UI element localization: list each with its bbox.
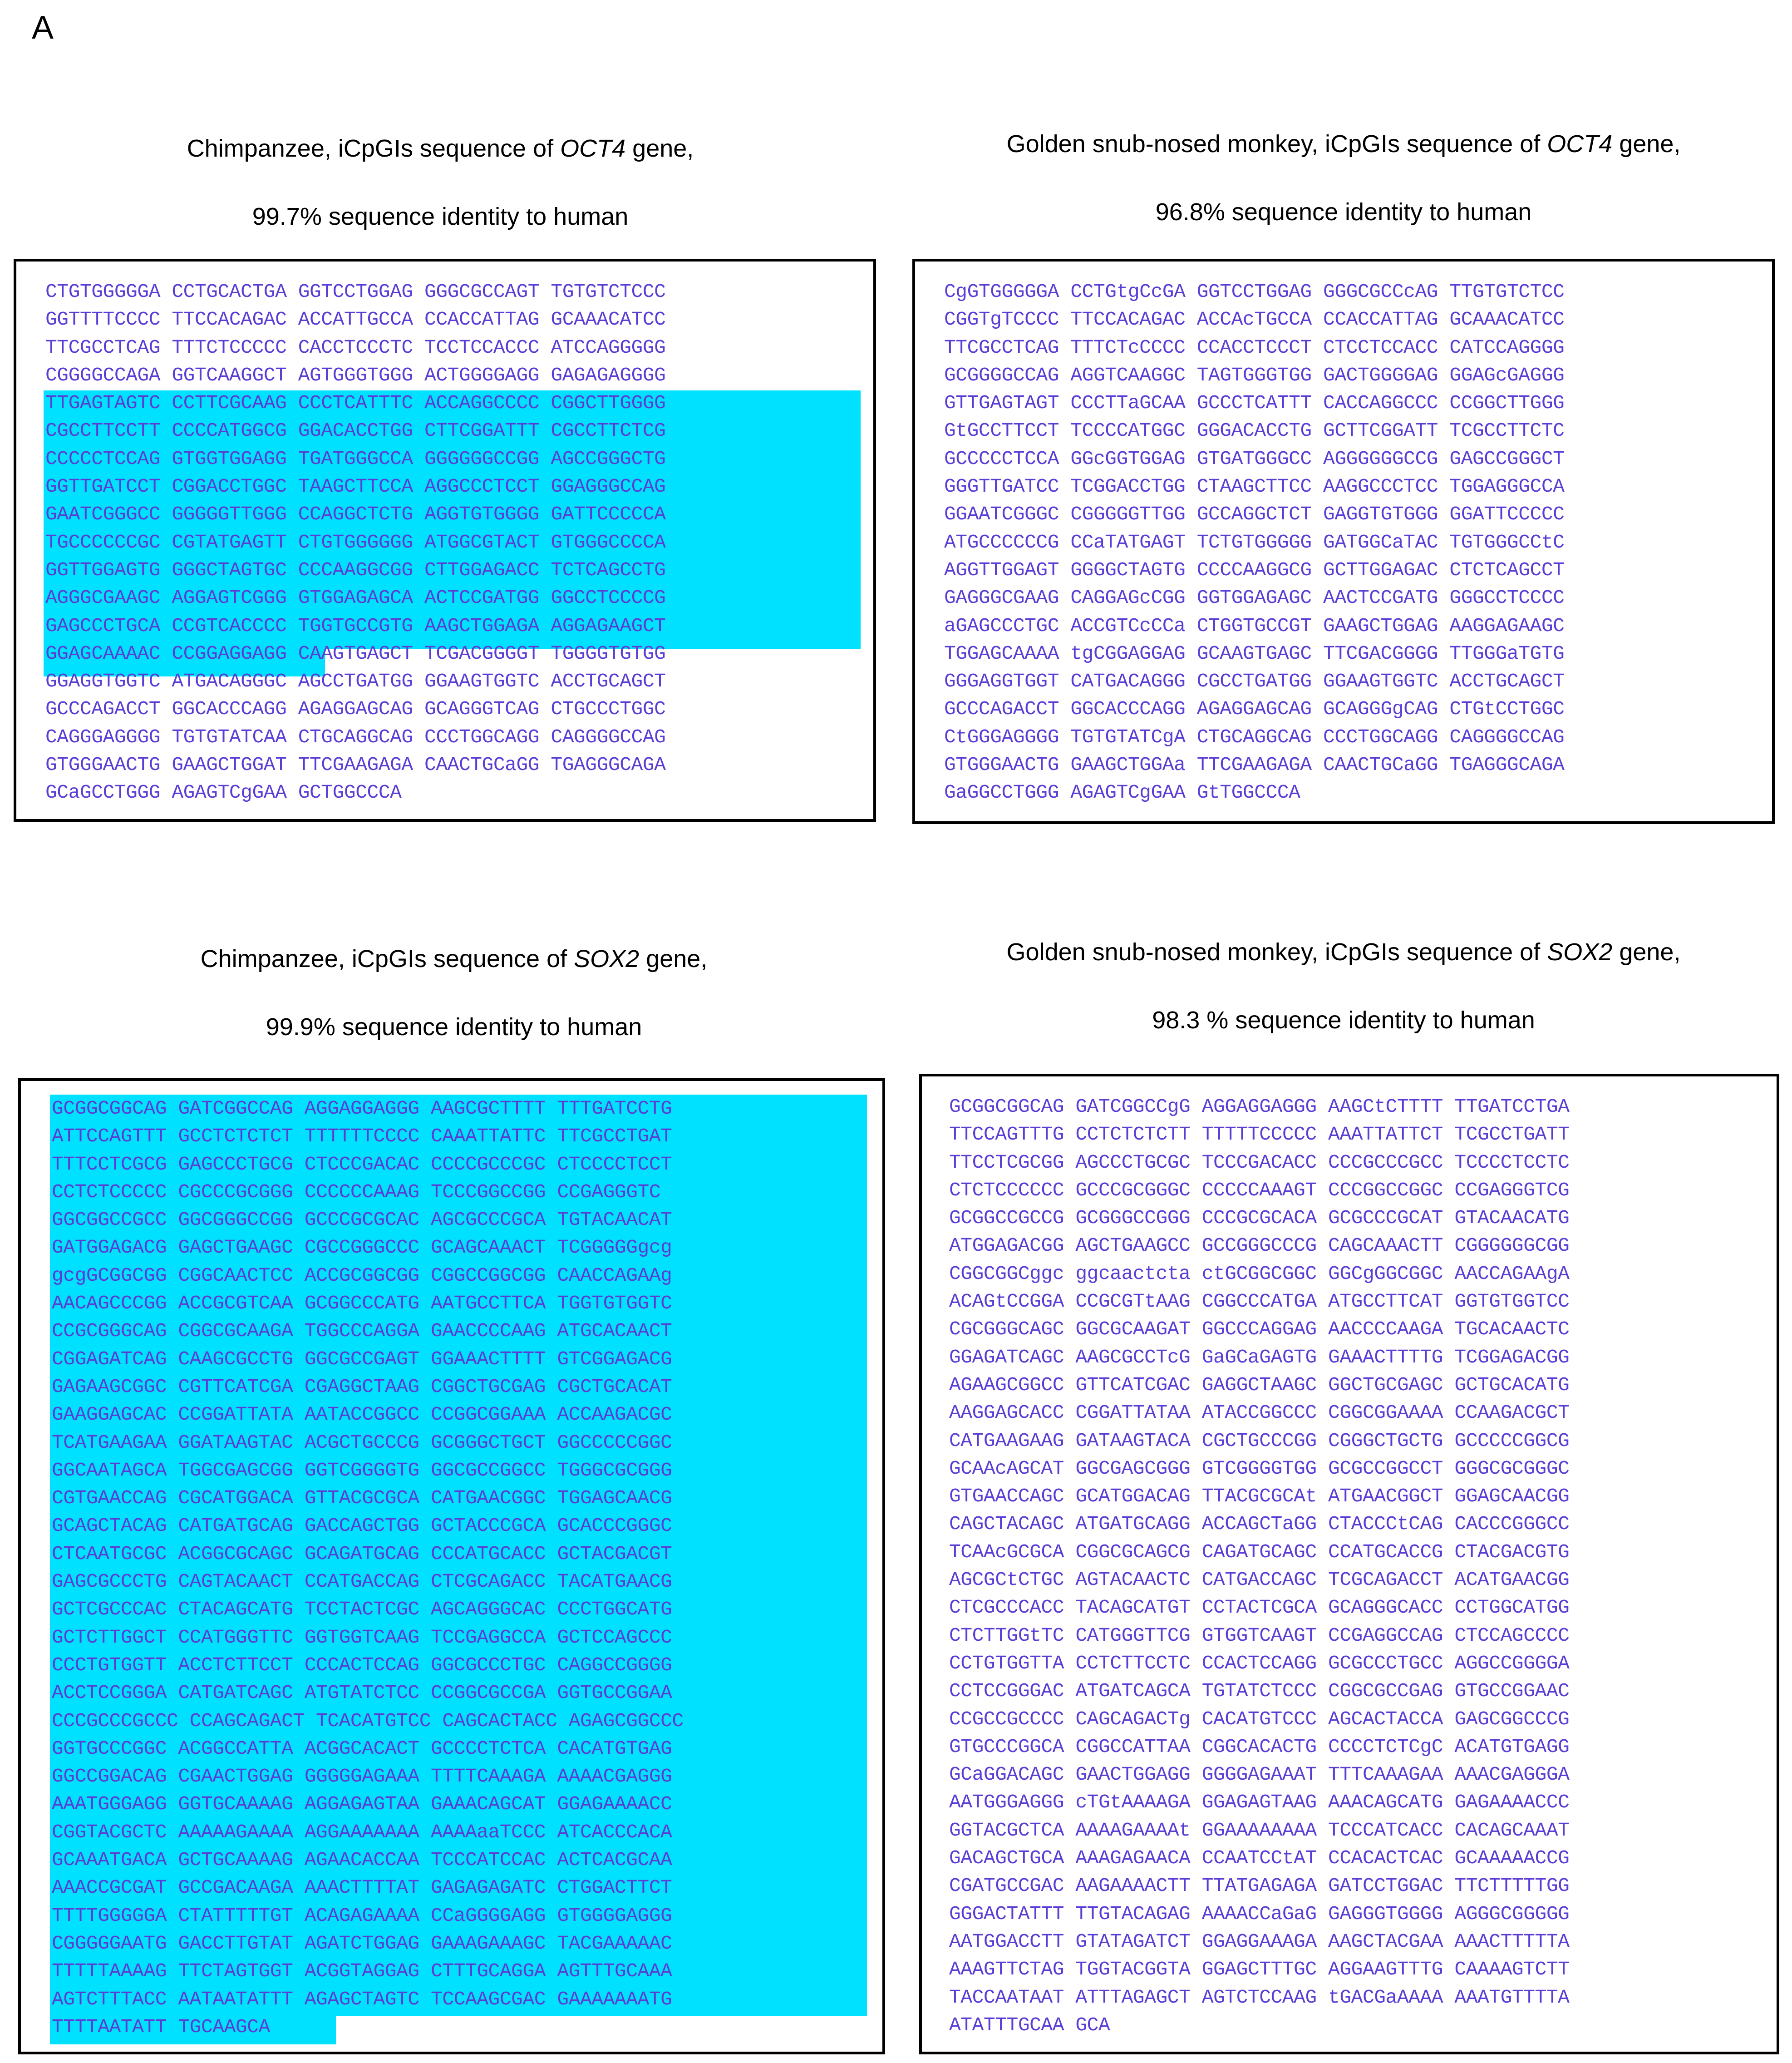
chimp-sox2-cpg-highlight: [50, 1095, 867, 2016]
chimp-oct4-identity: 99.7% sequence identity to human: [252, 203, 629, 230]
chimp-oct4-sequence-box: CTGTGGGGGA CCTGCACTGA GGTCCTGGAG GGGCGCC…: [14, 259, 876, 822]
gsm-oct4-identity: 96.8% sequence identity to human: [1155, 198, 1532, 226]
chimp-sox2-identity: 99.9% sequence identity to human: [266, 1013, 642, 1041]
chimp-sox2-sequence-box: GCGGCGGCAG GATCGGCCAG AGGAGGAGGG AAGCGCT…: [18, 1078, 885, 2054]
chimp-oct4-cpg-highlight-end: [44, 649, 325, 676]
chimp-sox2-title: Chimpanzee, iCpGIs sequence of SOX2 gene…: [200, 945, 708, 972]
gsm-oct4-sequence: CgGTGGGGGA CCTGtgCcGA GGTCCTGGAG GGGCGCC…: [944, 281, 1565, 804]
gsm-sox2-sequence-box: GCGGCGGCAG GATCGGCCgG AGGAGGAGGG AAGCtCT…: [919, 1074, 1779, 2054]
chimp-sox2-sequence: GCGGCGGCAG GATCGGCCAG AGGAGGAGGG AAGCGCT…: [52, 1097, 684, 2038]
gsm-oct4-title: Golden snub-nosed monkey, iCpGIs sequenc…: [1006, 130, 1681, 158]
chimp-oct4-cpg-highlight: [44, 390, 861, 649]
gsm-sox2-title: Golden snub-nosed monkey, iCpGIs sequenc…: [1006, 938, 1681, 966]
chimp-oct4-sequence: CTGTGGGGGA CCTGCACTGA GGTCCTGGAG GGGCGCC…: [45, 281, 666, 804]
chimp-sox2-cpg-highlight-end: [50, 2016, 336, 2044]
chimp-oct4-title: Chimpanzee, iCpGIs sequence of OCT4 gene…: [187, 135, 694, 162]
gsm-sox2-sequence: GCGGCGGCAG GATCGGCCgG AGGAGGAGGG AAGCtCT…: [949, 1096, 1570, 2036]
panel-label: A: [32, 10, 54, 46]
gsm-sox2-identity: 98.3 % sequence identity to human: [1152, 1007, 1535, 1034]
gsm-oct4-sequence-box: CgGTGGGGGA CCTGtgCcGA GGTCCTGGAG GGGCGCC…: [912, 259, 1775, 824]
